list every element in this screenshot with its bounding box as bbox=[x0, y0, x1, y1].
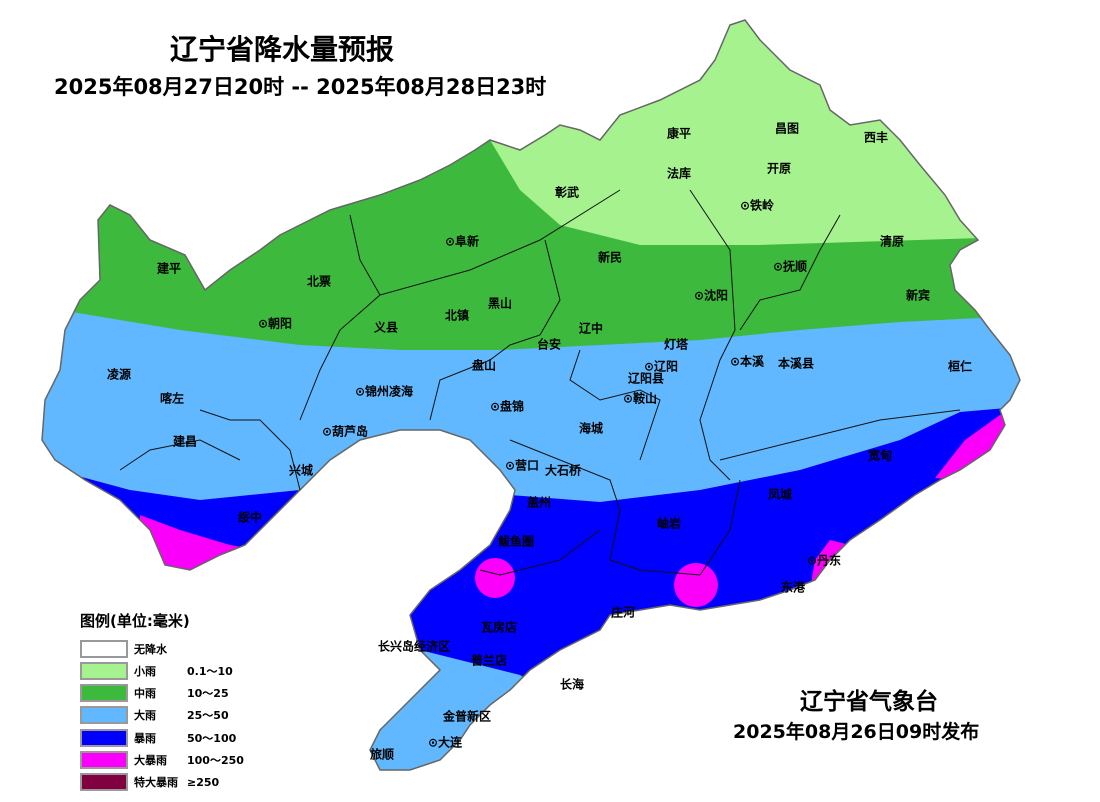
place-label: ⊙朝阳 bbox=[258, 316, 293, 331]
map-title: 辽宁省降水量预报 bbox=[170, 33, 395, 66]
legend-item: 特大暴雨 ≥250 bbox=[80, 773, 219, 791]
place-label: 桓仁 bbox=[948, 359, 973, 374]
place-label: 义县 bbox=[374, 320, 399, 335]
legend-swatch bbox=[80, 773, 128, 791]
place-label: 凌源 bbox=[107, 367, 132, 382]
place-label: 金普新区 bbox=[443, 709, 492, 724]
place-label: 法库 bbox=[667, 166, 692, 181]
legend-swatch bbox=[80, 684, 128, 702]
place-label: 台安 bbox=[537, 337, 562, 352]
legend-swatch bbox=[80, 751, 128, 769]
place-label: ⊙本溪 bbox=[730, 354, 765, 369]
place-label: ⊙辽阳 bbox=[644, 359, 679, 374]
place-label: ⊙锦州凌海 bbox=[355, 384, 414, 399]
place-label: 建昌 bbox=[173, 434, 198, 449]
place-label: 鲅鱼圈 bbox=[498, 534, 535, 549]
place-label: 大石桥 bbox=[545, 463, 582, 478]
place-label: ⊙丹东 bbox=[807, 553, 842, 568]
place-label: 昌图 bbox=[775, 121, 800, 136]
place-label: ⊙盘锦 bbox=[490, 399, 525, 414]
place-label: 东港 bbox=[781, 580, 806, 595]
legend-label: 暴雨 bbox=[134, 732, 156, 745]
place-label: 康平 bbox=[667, 126, 692, 141]
legend-item: 大雨 25～50 bbox=[80, 706, 229, 724]
place-label: 旅顺 bbox=[370, 747, 395, 762]
legend-swatch bbox=[80, 662, 128, 680]
issuer: 辽宁省气象台 bbox=[800, 689, 938, 715]
legend-label: 小雨 bbox=[134, 665, 156, 678]
place-label: 北票 bbox=[307, 274, 332, 289]
place-label: ⊙抚顺 bbox=[773, 259, 808, 274]
place-label: 黑山 bbox=[488, 296, 513, 311]
place-label: ⊙沈阳 bbox=[694, 288, 729, 303]
place-label: 辽中 bbox=[579, 321, 604, 336]
place-label: 普兰店 bbox=[471, 653, 508, 668]
legend-item: 暴雨 50～100 bbox=[80, 729, 236, 747]
place-label: 本溪县 bbox=[778, 356, 815, 371]
forecast-period: 2025年08月27日20时 -- 2025年08月28日23时 bbox=[54, 75, 547, 99]
place-label: 新宾 bbox=[906, 288, 931, 303]
place-label: 新民 bbox=[598, 250, 623, 265]
legend-item: 小雨 0.1～10 bbox=[80, 662, 233, 680]
legend-item: 无降水 bbox=[80, 640, 167, 658]
place-label: ⊙阜新 bbox=[445, 234, 480, 249]
place-label: 建平 bbox=[157, 261, 182, 276]
place-label: 喀左 bbox=[160, 391, 185, 406]
legend-label: 大雨 bbox=[134, 709, 156, 722]
city-borders bbox=[119, 189, 961, 576]
legend-label: 无降水 bbox=[134, 643, 167, 656]
place-label: ⊙鞍山 bbox=[623, 391, 658, 406]
legend-swatch bbox=[80, 729, 128, 747]
place-label: ⊙营口 bbox=[505, 458, 540, 473]
place-label: 开原 bbox=[767, 161, 792, 176]
legend-swatch bbox=[80, 706, 128, 724]
legend-range: ≥250 bbox=[187, 775, 220, 789]
place-label: 凤城 bbox=[768, 487, 793, 502]
place-label: 盘山 bbox=[472, 358, 497, 373]
place-label: ⊙葫芦岛 bbox=[322, 424, 369, 439]
legend-range: 50～100 bbox=[187, 732, 237, 745]
place-label: 灯塔 bbox=[664, 337, 689, 352]
legend-title: 图例(单位:毫米) bbox=[80, 612, 190, 630]
place-label: 长兴岛经济区 bbox=[378, 639, 451, 654]
legend-range: 100～250 bbox=[187, 754, 244, 767]
place-label: 清原 bbox=[880, 234, 905, 249]
place-label: 兴城 bbox=[289, 463, 314, 478]
place-label: 北镇 bbox=[445, 308, 470, 323]
place-label: 庄河 bbox=[611, 605, 636, 620]
place-label: 盖州 bbox=[527, 495, 552, 510]
legend-swatch bbox=[80, 640, 128, 658]
legend-label: 大暴雨 bbox=[134, 754, 167, 767]
place-label: 岫岩 bbox=[657, 516, 682, 531]
place-label: 宽甸 bbox=[868, 448, 893, 463]
place-label: 瓦房店 bbox=[481, 620, 518, 635]
legend-range: 10～25 bbox=[187, 687, 229, 700]
legend-item: 中雨 10～25 bbox=[80, 684, 229, 702]
place-label: 彰武 bbox=[555, 185, 580, 200]
place-label: 辽阳县 bbox=[628, 371, 665, 386]
place-label: 长海 bbox=[560, 677, 585, 692]
province-border bbox=[41, 19, 1021, 771]
place-label: 西丰 bbox=[864, 130, 889, 145]
place-label: 绥中 bbox=[238, 510, 263, 525]
severe-rainstorm-area bbox=[475, 558, 515, 598]
legend-item: 大暴雨 100～250 bbox=[80, 751, 244, 769]
legend-label: 特大暴雨 bbox=[134, 776, 178, 789]
legend-range: 25～50 bbox=[187, 709, 229, 722]
legend-label: 中雨 bbox=[134, 687, 156, 700]
severe-rainstorm-area bbox=[674, 563, 718, 607]
place-label: ⊙铁岭 bbox=[740, 198, 775, 213]
legend-range: 0.1～10 bbox=[187, 665, 233, 678]
issue-time: 2025年08月26日09时发布 bbox=[733, 721, 980, 743]
place-label: ⊙大连 bbox=[428, 735, 463, 750]
place-label: 海城 bbox=[579, 421, 604, 436]
